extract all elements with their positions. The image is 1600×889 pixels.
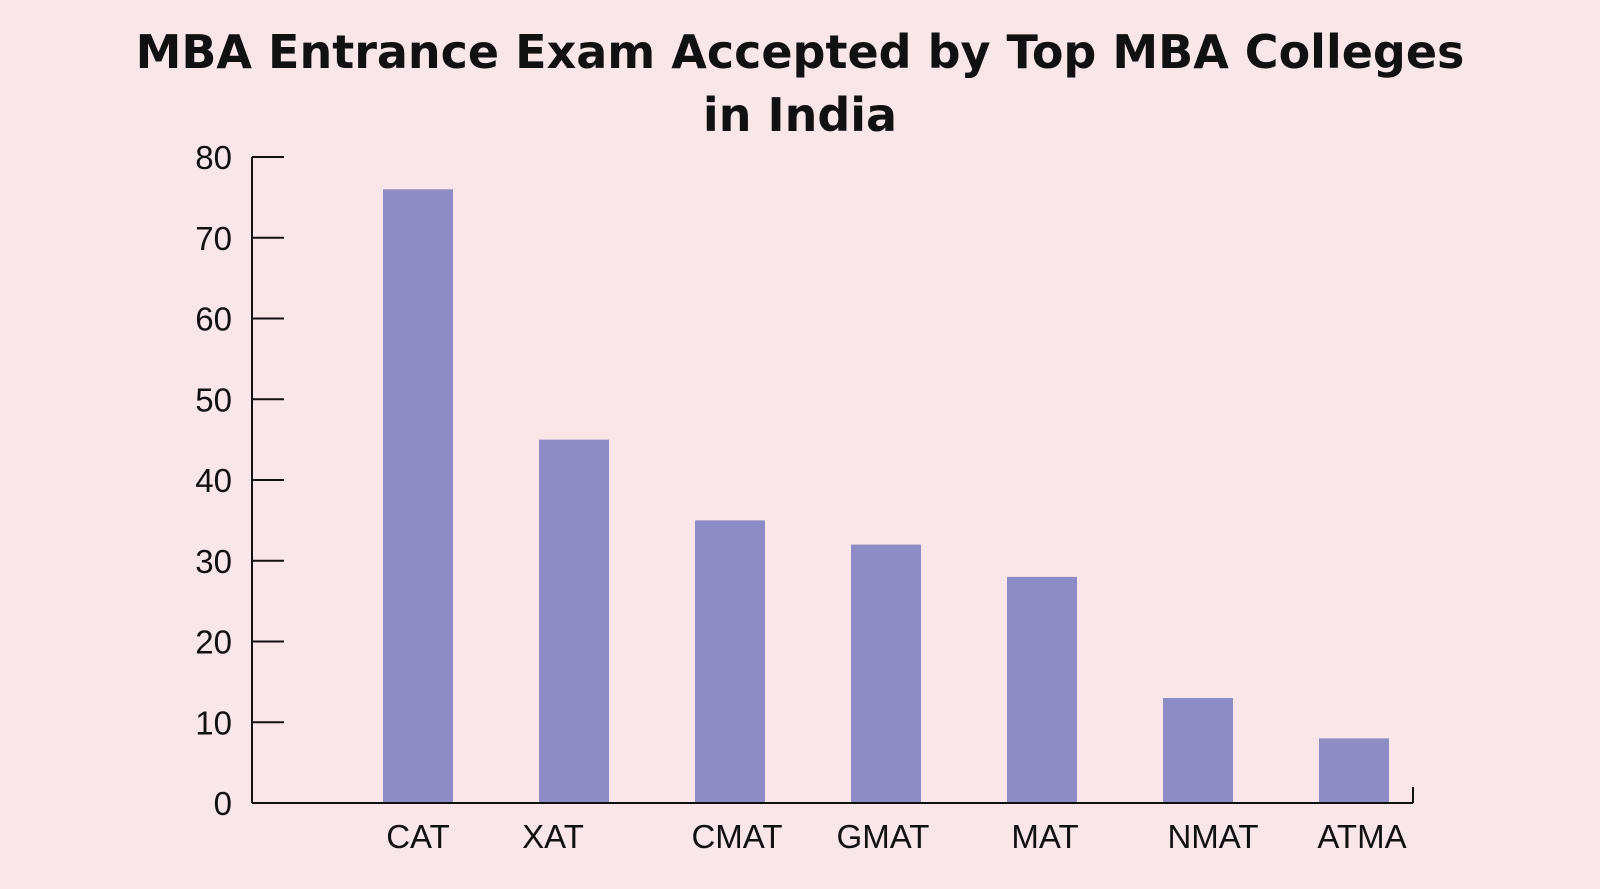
bar-gmat <box>851 544 921 803</box>
bar-mat <box>1007 576 1077 803</box>
x-tick-label: XAT <box>522 818 584 855</box>
y-tick-label: 70 <box>195 220 232 257</box>
x-tick-label: NMAT <box>1167 818 1258 855</box>
y-tick-label: 10 <box>195 704 232 741</box>
x-tick-label: CMAT <box>691 818 782 855</box>
x-tick-label: GMAT <box>837 818 930 855</box>
y-axis: 0 10 20 30 40 50 60 70 80 <box>195 139 284 822</box>
bars <box>383 189 1389 804</box>
y-tick-label: 0 <box>214 785 232 822</box>
bar-nmat <box>1163 698 1233 803</box>
x-tick-label: MAT <box>1011 818 1078 855</box>
bar-atma <box>1319 738 1389 803</box>
y-tick-label: 50 <box>195 381 232 418</box>
y-tick-label: 20 <box>195 624 232 661</box>
bar-xat <box>539 439 609 803</box>
bar-cmat <box>695 520 765 803</box>
x-axis: CAT XAT CMAT GMAT MAT NMAT ATMA <box>252 787 1414 855</box>
chart-title-line-2: in India <box>703 88 897 142</box>
y-tick-label: 40 <box>195 462 232 499</box>
y-tick-label: 60 <box>195 301 232 338</box>
y-tick-label: 80 <box>195 139 232 176</box>
chart-title-line-1: MBA Entrance Exam Accepted by Top MBA Co… <box>136 25 1465 79</box>
x-tick-label: CAT <box>386 818 450 855</box>
x-tick-label: ATMA <box>1317 818 1406 855</box>
y-tick-label: 30 <box>195 543 232 580</box>
bar-cat <box>383 189 453 804</box>
